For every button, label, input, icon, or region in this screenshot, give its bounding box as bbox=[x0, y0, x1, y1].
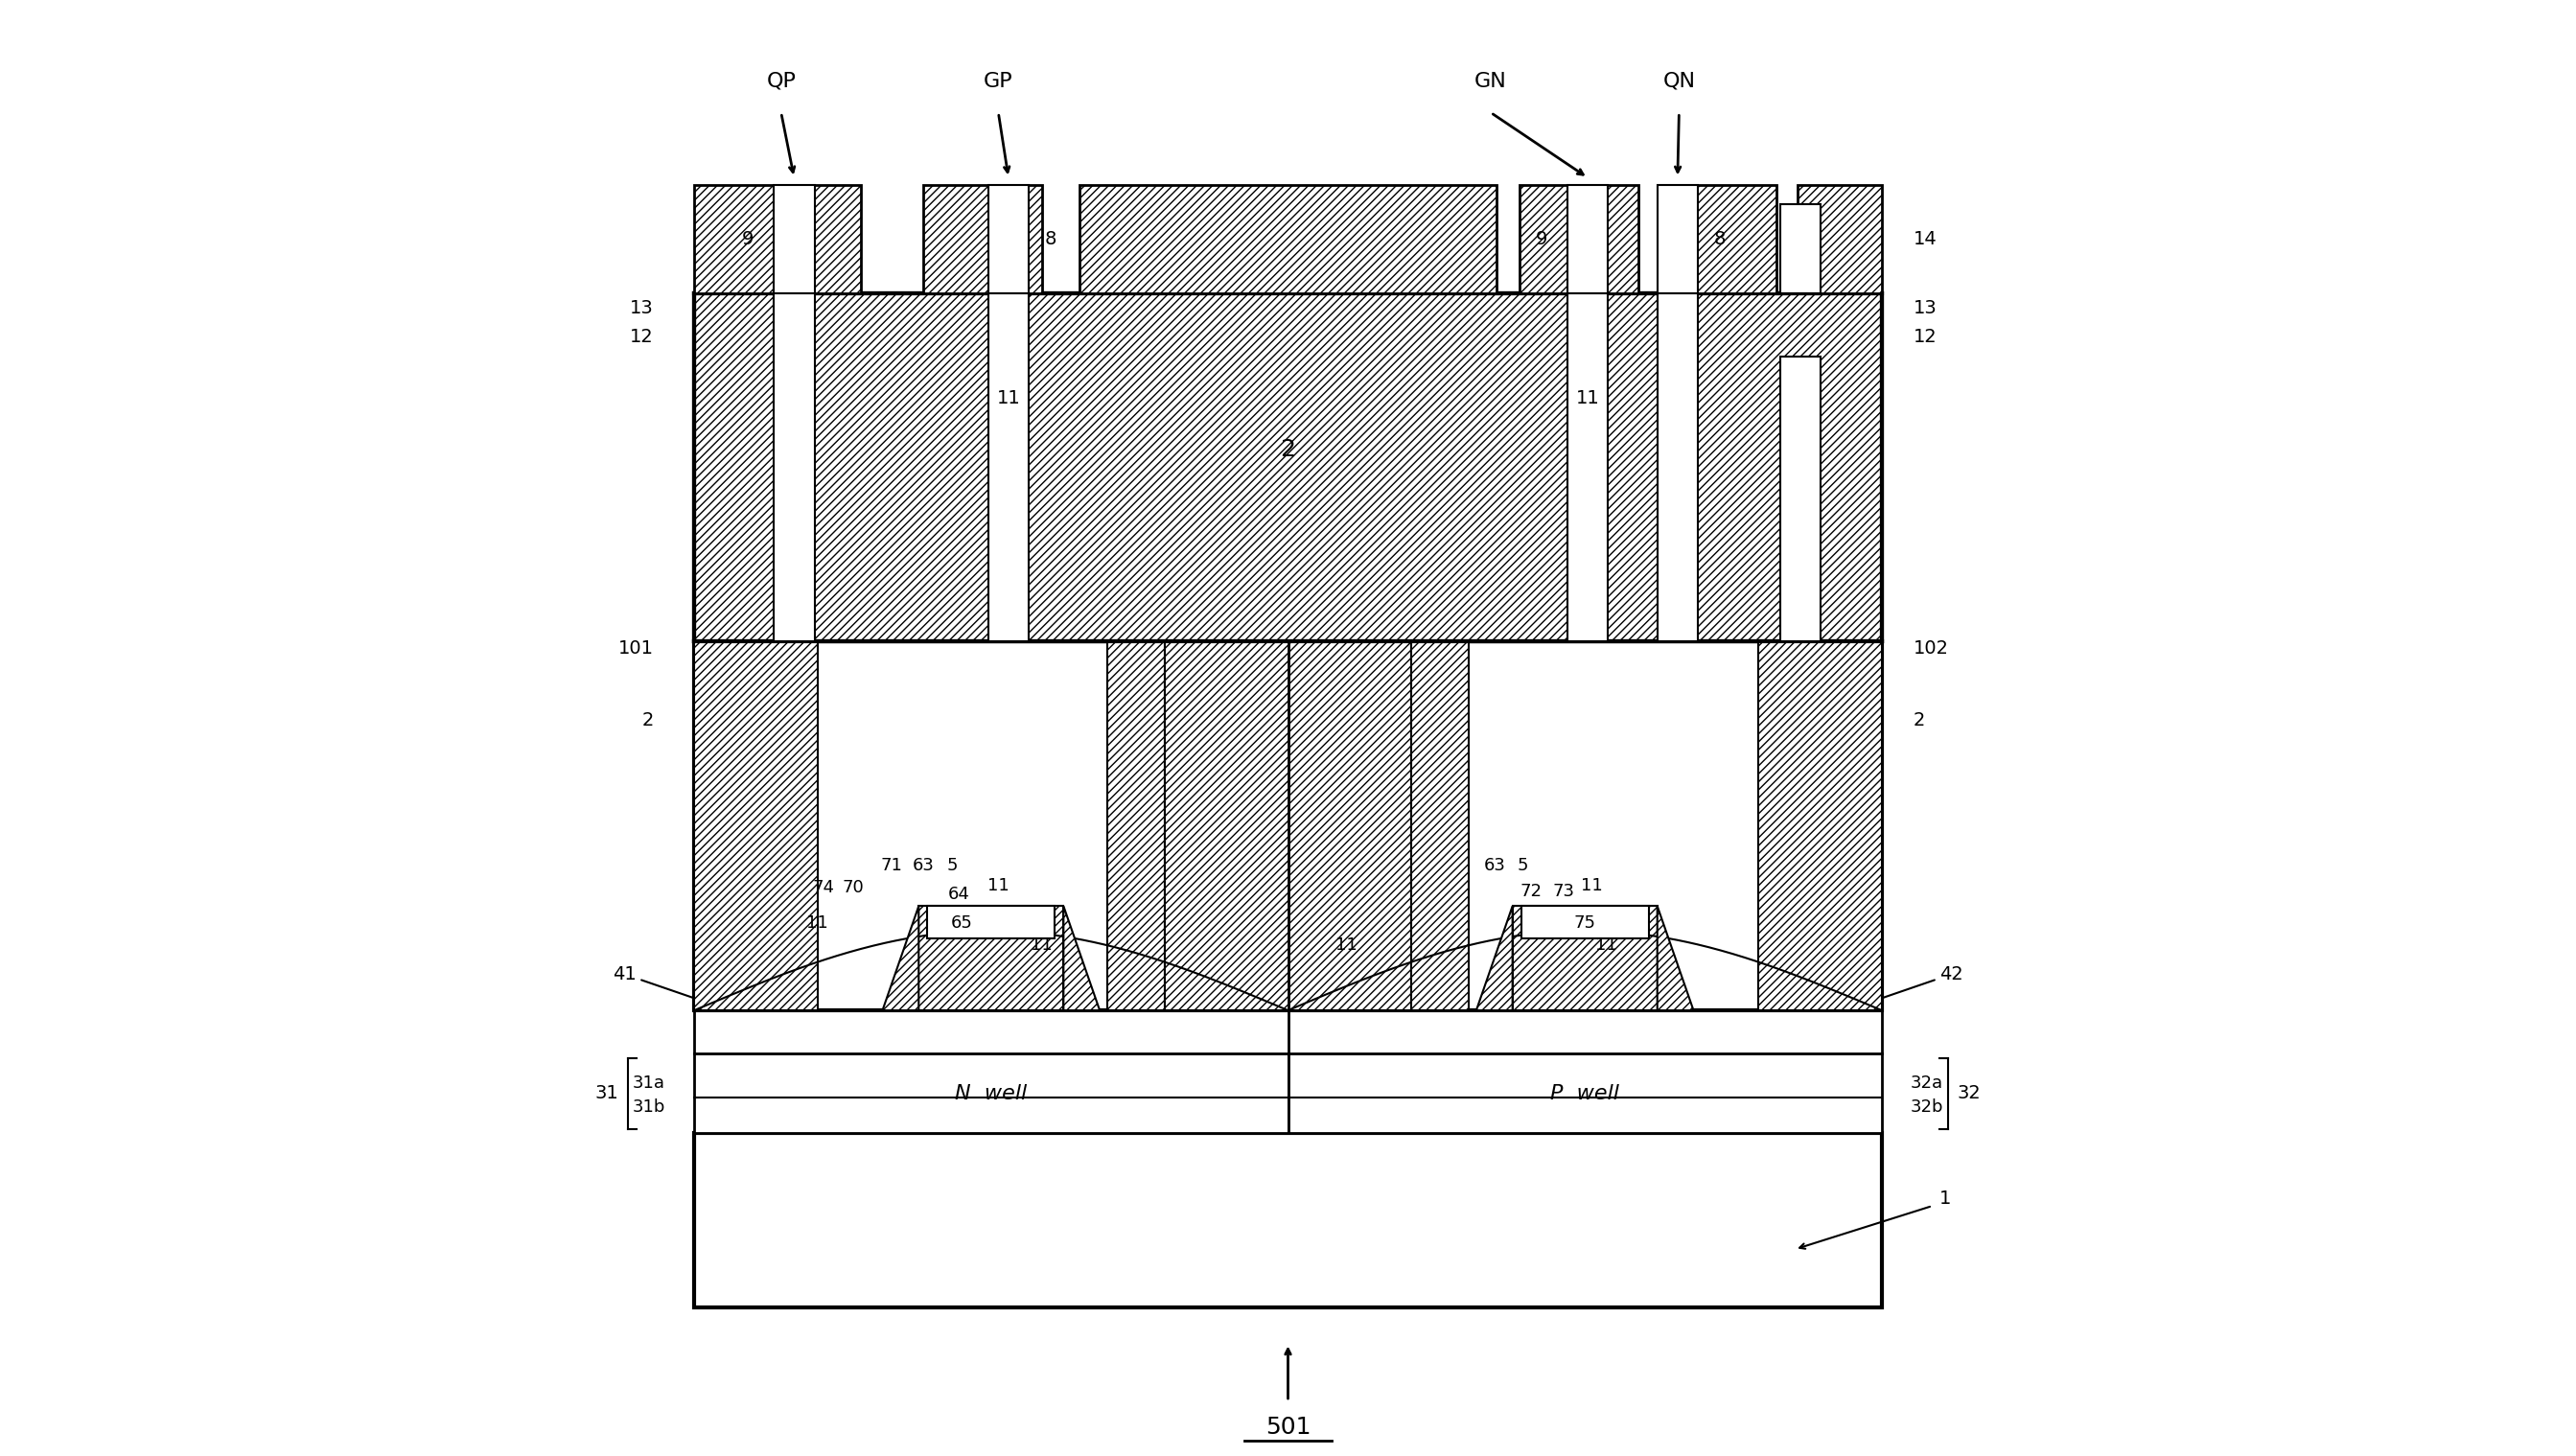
Text: QP: QP bbox=[765, 71, 796, 90]
Bar bbox=[1288, 1054, 1883, 1133]
Text: GP: GP bbox=[984, 71, 1012, 90]
Bar bbox=[1780, 204, 1821, 294]
Polygon shape bbox=[1064, 906, 1100, 1010]
Text: 11: 11 bbox=[987, 878, 1010, 894]
Text: 5: 5 bbox=[1517, 858, 1528, 874]
Bar bbox=[1522, 906, 1649, 938]
Text: QN: QN bbox=[1662, 71, 1695, 90]
Text: 9: 9 bbox=[742, 230, 755, 249]
Text: 31b: 31b bbox=[631, 1099, 665, 1115]
Text: 14: 14 bbox=[1914, 230, 1937, 249]
Bar bbox=[773, 294, 814, 641]
Bar bbox=[922, 185, 1041, 294]
Bar bbox=[773, 185, 814, 294]
Text: 32: 32 bbox=[1958, 1085, 1981, 1102]
Bar bbox=[1759, 641, 1883, 1010]
Text: 2: 2 bbox=[1280, 438, 1296, 462]
Text: 75: 75 bbox=[1574, 914, 1597, 932]
Bar bbox=[927, 906, 1054, 938]
Bar bbox=[1520, 185, 1638, 294]
Text: 8: 8 bbox=[1713, 230, 1726, 249]
Bar bbox=[693, 1054, 1288, 1133]
Bar bbox=[920, 906, 1064, 1010]
Bar bbox=[1656, 185, 1775, 294]
Polygon shape bbox=[1656, 906, 1692, 1010]
Text: 12: 12 bbox=[1914, 328, 1937, 347]
Text: 11: 11 bbox=[1582, 878, 1602, 894]
Bar bbox=[1512, 906, 1656, 1010]
Text: 9: 9 bbox=[1535, 230, 1548, 249]
Text: 41: 41 bbox=[613, 965, 706, 1002]
Text: 11: 11 bbox=[806, 914, 829, 932]
Text: 70: 70 bbox=[842, 878, 866, 895]
Bar bbox=[1108, 641, 1164, 1010]
Text: 11: 11 bbox=[1334, 936, 1358, 954]
Text: 31a: 31a bbox=[634, 1075, 665, 1092]
Text: N  well: N well bbox=[956, 1085, 1028, 1104]
Text: 32b: 32b bbox=[1911, 1099, 1945, 1115]
Text: 71: 71 bbox=[881, 858, 902, 874]
Text: 2: 2 bbox=[1914, 712, 1924, 729]
Text: 11: 11 bbox=[1030, 936, 1054, 954]
Text: 101: 101 bbox=[618, 639, 654, 658]
Text: 31: 31 bbox=[595, 1085, 618, 1102]
Text: 11: 11 bbox=[997, 389, 1020, 408]
Bar bbox=[1412, 641, 1468, 1010]
Text: 8: 8 bbox=[1043, 230, 1056, 249]
Bar bbox=[1780, 357, 1821, 641]
Text: 11: 11 bbox=[1595, 936, 1618, 954]
Bar bbox=[693, 1010, 1883, 1054]
Text: 2: 2 bbox=[641, 712, 654, 729]
Text: 42: 42 bbox=[1870, 965, 1963, 1002]
Text: 5: 5 bbox=[945, 858, 958, 874]
Text: 102: 102 bbox=[1914, 639, 1950, 658]
Bar bbox=[1164, 641, 1412, 1010]
Text: 65: 65 bbox=[951, 914, 974, 932]
Text: 63: 63 bbox=[912, 858, 935, 874]
Bar bbox=[1656, 185, 1698, 294]
Bar bbox=[693, 641, 1883, 1010]
Polygon shape bbox=[1476, 906, 1512, 1010]
Bar bbox=[1798, 185, 1883, 294]
Bar bbox=[1656, 294, 1698, 641]
Text: P  well: P well bbox=[1551, 1085, 1620, 1104]
Text: 1: 1 bbox=[1940, 1190, 1953, 1207]
Text: 64: 64 bbox=[948, 885, 971, 903]
Bar bbox=[1079, 185, 1497, 294]
Text: 12: 12 bbox=[631, 328, 654, 347]
Bar bbox=[1569, 294, 1607, 641]
Bar bbox=[989, 185, 1028, 294]
Bar bbox=[693, 185, 860, 294]
Text: 11: 11 bbox=[1577, 389, 1600, 408]
Text: 73: 73 bbox=[1553, 882, 1574, 900]
Text: GN: GN bbox=[1473, 71, 1507, 90]
Text: 13: 13 bbox=[1914, 298, 1937, 317]
Text: 501: 501 bbox=[1265, 1415, 1311, 1439]
Bar bbox=[693, 294, 1883, 641]
Text: 72: 72 bbox=[1520, 882, 1543, 900]
Text: 13: 13 bbox=[631, 298, 654, 317]
Text: 63: 63 bbox=[1484, 858, 1507, 874]
Bar bbox=[693, 1133, 1883, 1307]
Text: 74: 74 bbox=[811, 878, 835, 895]
Bar bbox=[989, 294, 1028, 641]
Bar bbox=[1569, 185, 1607, 294]
Polygon shape bbox=[884, 906, 920, 1010]
Text: 32a: 32a bbox=[1911, 1075, 1942, 1092]
Bar bbox=[693, 641, 817, 1010]
